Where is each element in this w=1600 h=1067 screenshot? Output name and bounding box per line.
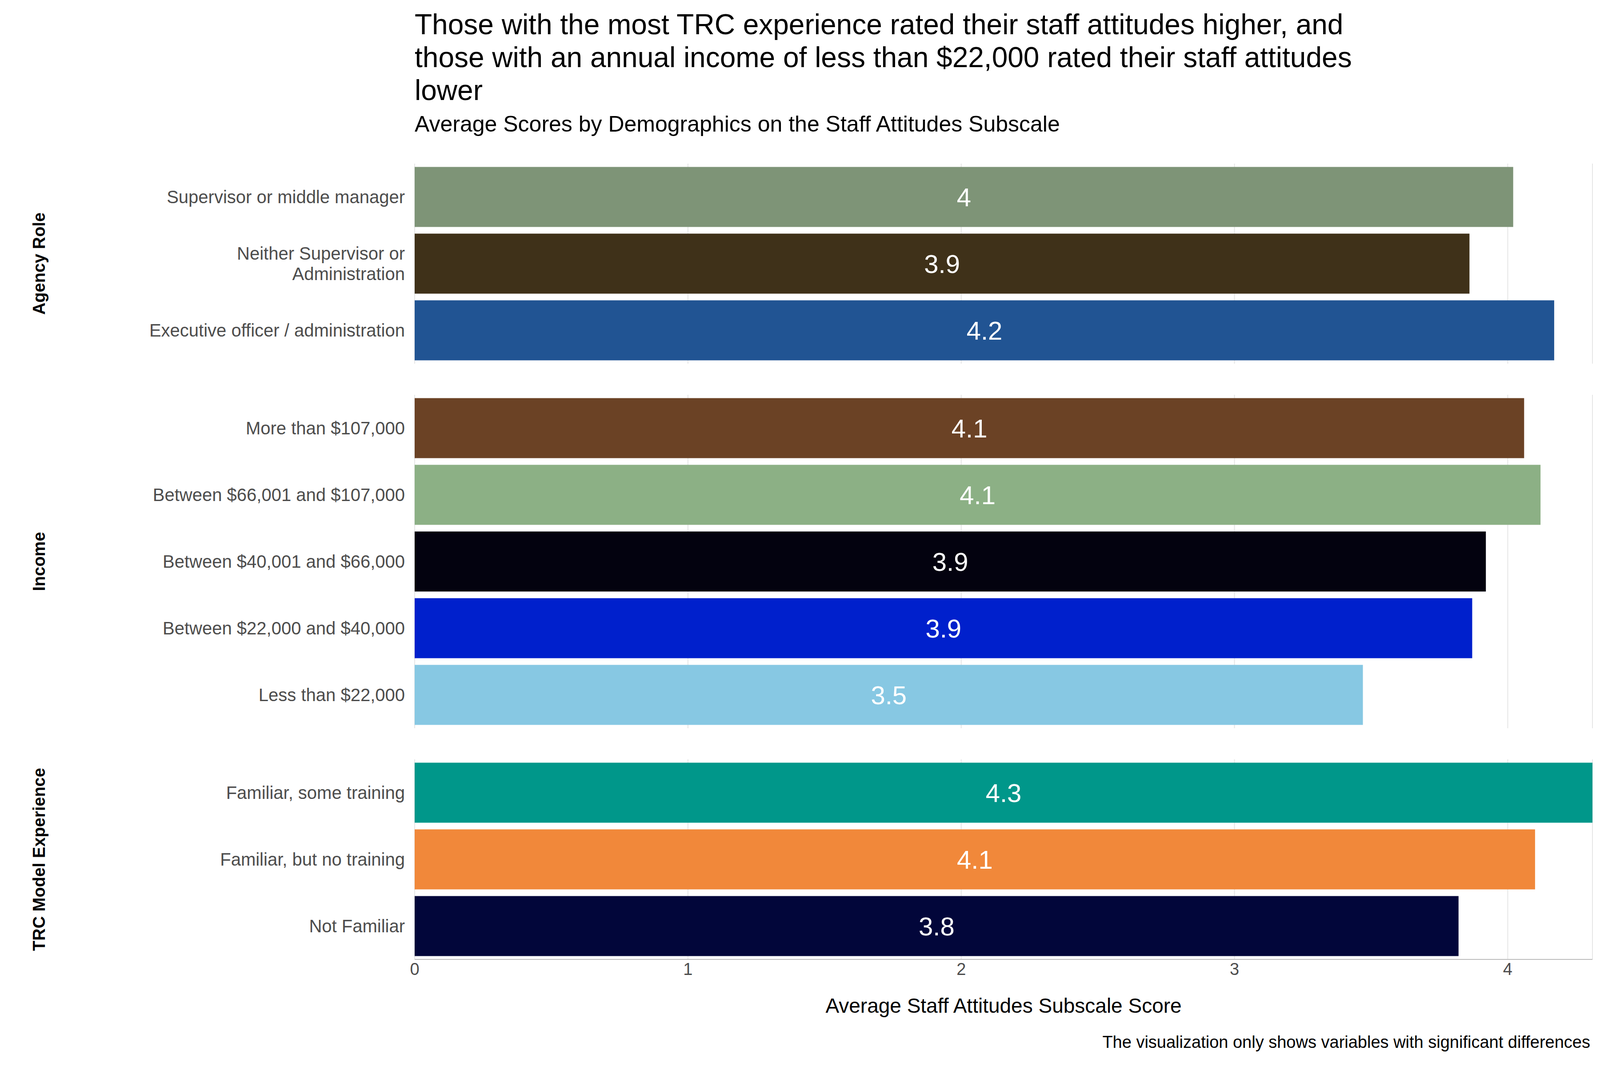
- svg-text:3.9: 3.9: [924, 249, 960, 279]
- svg-text:Income: Income: [29, 531, 49, 591]
- svg-text:More than $107,000: More than $107,000: [245, 418, 405, 438]
- svg-text:Not Familiar: Not Familiar: [308, 916, 405, 936]
- svg-text:Average Staff Attitudes Subsca: Average Staff Attitudes Subscale Score: [825, 993, 1182, 1017]
- svg-text:4.3: 4.3: [985, 778, 1022, 808]
- svg-text:Neither Supervisor orAdministr: Neither Supervisor orAdministration: [236, 243, 405, 284]
- svg-text:Between $66,001 and $107,000: Between $66,001 and $107,000: [152, 484, 405, 505]
- html-text:Average Scores by Demographics: Average Scores by Demographics on the St…: [414, 111, 1060, 137]
- svg-text:4.1: 4.1: [959, 480, 996, 510]
- html-text:Those with the most TRC experi: Those with the most TRC experience rated…: [414, 8, 1352, 107]
- svg-text:4.2: 4.2: [966, 316, 1003, 345]
- svg-text:4: 4: [956, 182, 972, 212]
- svg-text:Familiar, but no training: Familiar, but no training: [220, 849, 405, 869]
- svg-text:3: 3: [1229, 959, 1240, 979]
- svg-text:Executive officer / administra: Executive officer / administration: [149, 320, 405, 340]
- svg-text:Between $22,000 and $40,000: Between $22,000 and $40,000: [162, 618, 405, 638]
- svg-text:Familiar, some training: Familiar, some training: [226, 782, 405, 803]
- svg-text:Between $40,001 and $66,000: Between $40,001 and $66,000: [162, 551, 405, 572]
- svg-text:0: 0: [409, 959, 420, 979]
- svg-text:4.1: 4.1: [956, 844, 993, 874]
- svg-text:3.9: 3.9: [925, 613, 962, 643]
- svg-text:Agency Role: Agency Role: [29, 212, 49, 315]
- svg-text:2: 2: [956, 959, 966, 979]
- svg-text:TRC Model Experience: TRC Model Experience: [29, 767, 49, 951]
- svg-text:4.1: 4.1: [951, 413, 988, 443]
- svg-text:3.5: 3.5: [870, 680, 907, 710]
- html-text:The visualization only shows v: The visualization only shows variables w…: [1102, 1032, 1591, 1052]
- svg-text:4: 4: [1503, 959, 1513, 979]
- svg-text:3.8: 3.8: [918, 911, 955, 941]
- svg-text:1: 1: [683, 959, 693, 979]
- svg-text:3.9: 3.9: [932, 547, 969, 576]
- svg-text:Less than $22,000: Less than $22,000: [258, 684, 405, 705]
- svg-text:Supervisor or middle manager: Supervisor or middle manager: [166, 187, 405, 207]
